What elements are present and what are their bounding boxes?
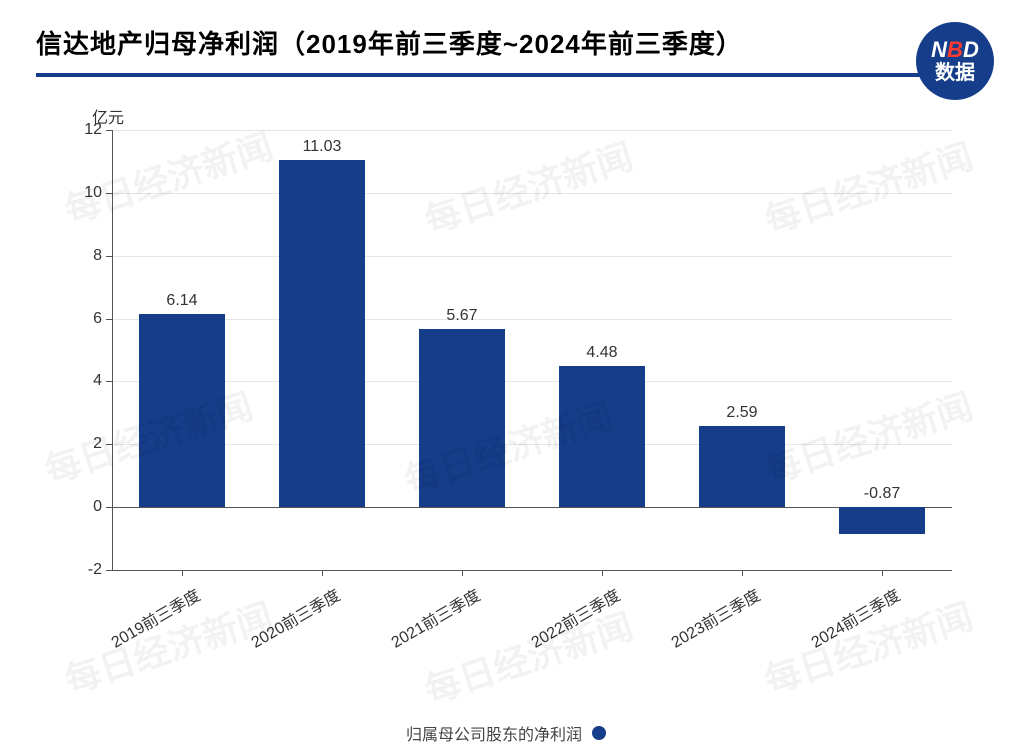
logo-letter-d: D <box>963 37 979 62</box>
logo-top: NBD <box>931 38 979 61</box>
bar <box>139 314 226 507</box>
bar-value-label: 11.03 <box>303 138 342 156</box>
y-tick-label: 4 <box>62 372 102 390</box>
x-tick-label: 2020前三季度 <box>228 582 344 663</box>
grid-line <box>112 193 952 194</box>
bar-value-label: 5.67 <box>446 307 477 325</box>
y-axis-line <box>112 130 113 570</box>
x-tick-label: 2022前三季度 <box>508 582 624 663</box>
grid-line <box>112 381 952 382</box>
plot-area: -20246810126.142019前三季度11.032020前三季度5.67… <box>112 130 952 570</box>
y-tick-label: 6 <box>62 310 102 328</box>
y-tick-label: 0 <box>62 498 102 516</box>
bar-value-label: 2.59 <box>726 404 757 422</box>
y-tick-label: -2 <box>62 561 102 579</box>
y-tick-label: 8 <box>62 247 102 265</box>
legend: 归属母公司股东的净利润 <box>0 721 1012 745</box>
chart-title: 信达地产归母净利润（2019年前三季度~2024年前三季度） <box>36 24 976 61</box>
x-tick-label: 2019前三季度 <box>88 582 204 663</box>
bar <box>559 366 646 507</box>
bar-value-label: -0.87 <box>864 485 900 503</box>
grid-line <box>112 444 952 445</box>
title-underline <box>36 73 976 77</box>
bar-value-label: 4.48 <box>586 344 617 362</box>
x-axis-line <box>112 507 952 508</box>
legend-swatch <box>592 726 606 740</box>
x-tick-label: 2024前三季度 <box>788 582 904 663</box>
chart-area: 亿元 -20246810126.142019前三季度11.032020前三季度5… <box>40 110 980 670</box>
y-tick-label: 10 <box>62 184 102 202</box>
logo-letter-b: B <box>947 37 963 62</box>
x-tick-label: 2021前三季度 <box>368 582 484 663</box>
bar <box>419 329 506 507</box>
logo-letter-n: N <box>931 37 947 62</box>
bar <box>699 426 786 507</box>
x-tick-label: 2023前三季度 <box>648 582 764 663</box>
plot-bottom-line <box>112 570 952 571</box>
y-tick-label: 2 <box>62 435 102 453</box>
bar <box>279 160 366 507</box>
nbd-logo: NBD 数据 <box>916 22 994 100</box>
grid-line <box>112 130 952 131</box>
grid-line <box>112 256 952 257</box>
bar-value-label: 6.14 <box>166 292 197 310</box>
bar <box>839 507 926 534</box>
logo-sub: 数据 <box>935 63 975 84</box>
y-tick-label: 12 <box>62 121 102 139</box>
header: 信达地产归母净利润（2019年前三季度~2024年前三季度） NBD 数据 <box>0 0 1012 77</box>
legend-label: 归属母公司股东的净利润 <box>406 721 582 745</box>
grid-line <box>112 319 952 320</box>
